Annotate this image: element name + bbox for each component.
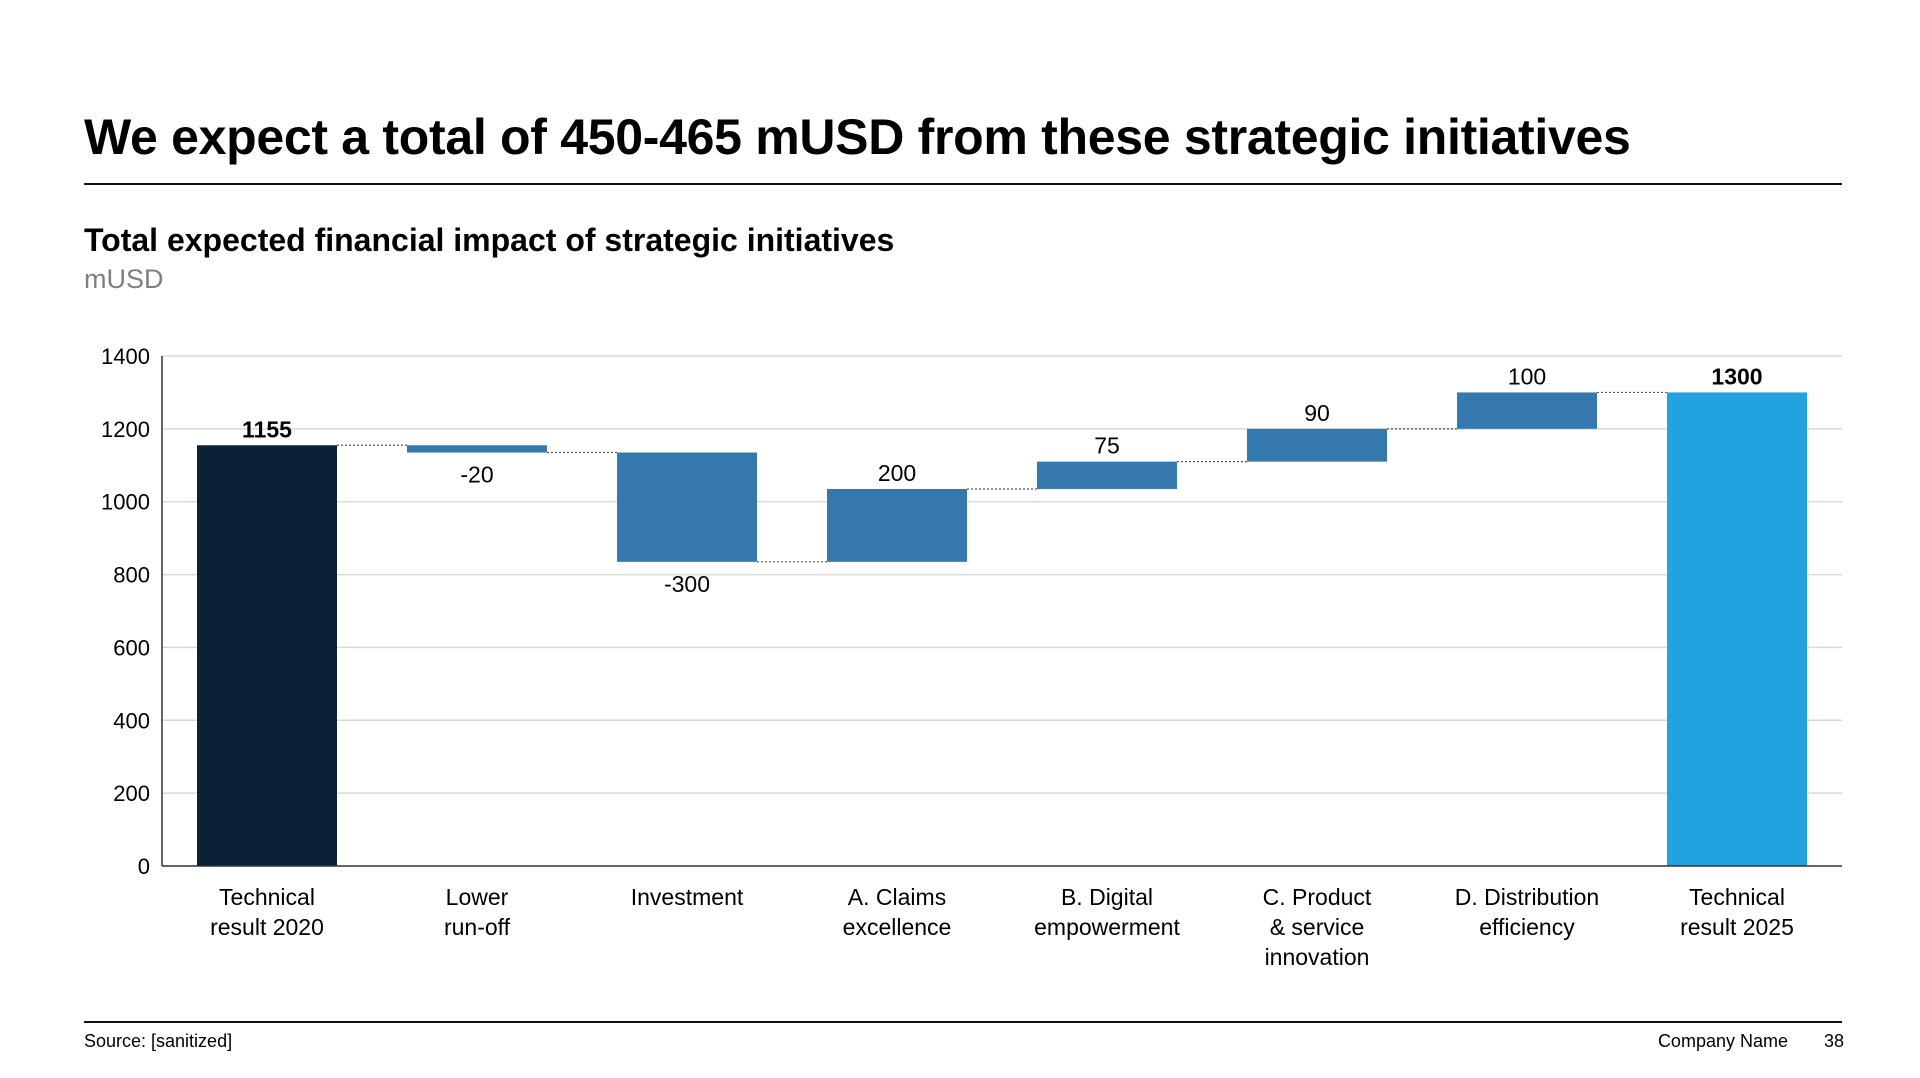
x-category-label: & service — [1270, 914, 1365, 940]
x-category-label: run-off — [444, 914, 511, 940]
x-category-label: Technical — [219, 884, 315, 910]
bar-a-claims-excellence — [827, 488, 967, 562]
data-label: 75 — [1094, 433, 1120, 459]
slide-title: We expect a total of 450-465 mUSD from t… — [84, 109, 1631, 165]
x-category-label: C. Product — [1263, 884, 1372, 910]
footer-company-name: Company Name — [1657, 1031, 1788, 1051]
chart-unit-label: mUSD — [84, 264, 164, 294]
y-tick-label: 200 — [113, 781, 150, 806]
data-label: -20 — [460, 462, 493, 488]
bar-investment — [617, 452, 757, 562]
x-category-label: excellence — [843, 914, 952, 940]
bar-c-product-service-innovation — [1247, 428, 1387, 462]
x-category-label: Investment — [631, 884, 744, 910]
y-tick-label: 1000 — [101, 490, 150, 515]
bar-b-digital-empowerment — [1037, 461, 1177, 489]
footer-source: Source: [sanitized] — [84, 1031, 233, 1051]
y-tick-label: 1200 — [101, 417, 150, 442]
y-tick-label: 600 — [113, 635, 150, 660]
x-category-label: A. Claims — [848, 884, 946, 910]
data-label: -300 — [664, 571, 710, 597]
y-axis-ticks: 0 200 400 600 800 1000 1200 1400 — [101, 344, 150, 879]
y-tick-label: 1400 — [101, 344, 150, 369]
x-category-label: efficiency — [1479, 914, 1575, 940]
bars — [197, 392, 1807, 866]
y-tick-label: 400 — [113, 708, 150, 733]
footer-divider — [84, 1021, 1842, 1023]
data-label: 1300 — [1711, 363, 1762, 389]
x-category-label: Lower — [446, 884, 509, 910]
data-label: 90 — [1304, 400, 1330, 426]
x-category-label: result 2025 — [1680, 914, 1794, 940]
chart-title: Total expected financial impact of strat… — [84, 222, 895, 258]
x-category-label: D. Distribution — [1455, 884, 1599, 910]
y-tick-label: 800 — [113, 563, 150, 588]
x-category-label: result 2020 — [210, 914, 324, 940]
data-label: 200 — [878, 460, 916, 486]
title-divider — [84, 183, 1842, 185]
page-number: 38 — [1823, 1031, 1844, 1051]
bar-d-distribution-efficiency — [1457, 392, 1597, 429]
x-category-label: empowerment — [1034, 914, 1180, 940]
data-label: 100 — [1508, 363, 1546, 389]
gridlines — [162, 355, 1842, 794]
bar-technical-result-2025 — [1667, 392, 1807, 866]
y-tick-label: 0 — [138, 854, 150, 879]
x-category-label: B. Digital — [1061, 884, 1153, 910]
bar-lower-run-off — [407, 445, 547, 453]
value-labels: 1155 -20 -300 200 75 90 100 1300 — [242, 363, 1763, 596]
data-label: 1155 — [242, 416, 292, 442]
x-category-label: innovation — [1265, 944, 1370, 970]
x-category-label: Technical — [1689, 884, 1785, 910]
bar-technical-result-2020 — [197, 445, 337, 866]
category-labels: Technical result 2020 Lower run-off Investme… — [210, 884, 1794, 970]
axes — [161, 356, 1842, 867]
